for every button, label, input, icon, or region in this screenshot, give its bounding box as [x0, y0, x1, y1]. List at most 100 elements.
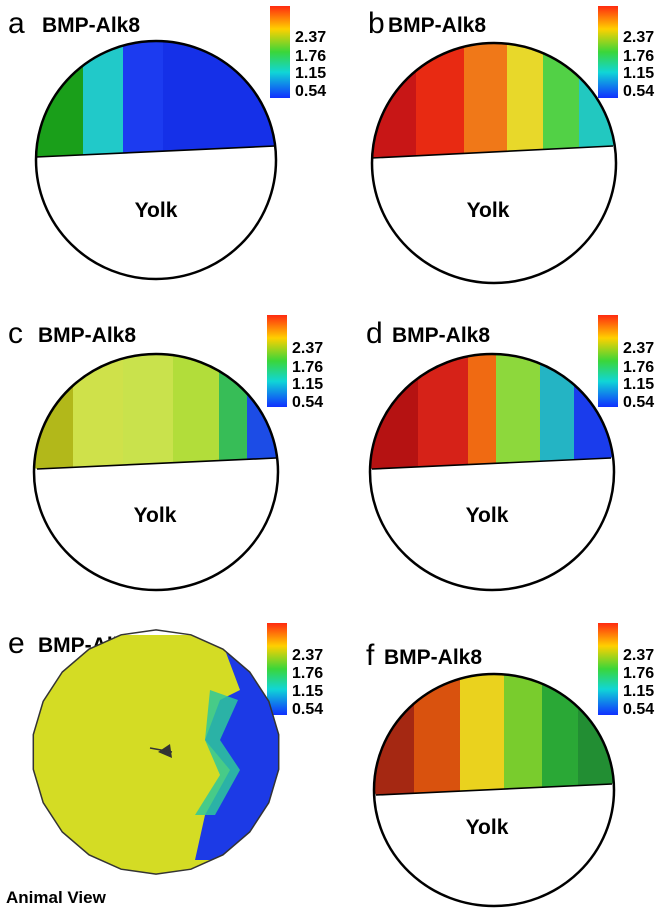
panel-label: f: [366, 639, 375, 672]
colorbar-gradient: [267, 623, 287, 715]
color-strip: [468, 354, 498, 469]
panel-label: c: [8, 317, 23, 350]
colorbar-tick: 2.37: [292, 340, 323, 357]
panel-title: BMP-Alk8: [388, 14, 486, 37]
color-strip: [418, 354, 470, 469]
colorbar-tick: 2.37: [623, 29, 654, 46]
panel-e: e BMP-Alk8 2.37 1.76 1.15 0.54 Animal Vi…: [6, 623, 323, 907]
colorbar-tick: 0.54: [623, 701, 654, 718]
colorbar-tick: 1.15: [292, 683, 323, 700]
colorbar-tick: 1.76: [623, 48, 654, 65]
colorbar-tick: 0.54: [623, 83, 654, 100]
embryo-outline: [32, 629, 280, 875]
embryo-outline: [368, 352, 616, 592]
colorbar-tick: 2.37: [295, 29, 326, 46]
color-strip: [416, 43, 466, 158]
colorbar-tick: 0.54: [292, 701, 323, 718]
panel-label: a: [8, 7, 25, 40]
colorbar-tick: 1.76: [292, 359, 323, 376]
colorbar-tick: 1.76: [292, 665, 323, 682]
color-strip: [464, 43, 509, 158]
colorbar-tick: 1.15: [623, 65, 654, 82]
yolk-label: Yolk: [466, 816, 509, 839]
panel-title: BMP-Alk8: [38, 324, 136, 347]
color-strip: [36, 41, 85, 157]
panel-d: d BMP-Alk8 2.37 1.76 1.15 0.54 Yolk: [366, 315, 654, 592]
colorbar-tick: 0.54: [623, 394, 654, 411]
yolk-boundary: [35, 145, 276, 158]
cap-field: [374, 674, 614, 795]
color-strip: [219, 354, 249, 469]
colorbar: 2.37 1.76 1.15 0.54: [270, 6, 326, 100]
panel-label: b: [368, 7, 385, 40]
yolk-boundary: [371, 145, 614, 159]
panel-title: BMP-Alk8: [42, 14, 140, 37]
yolk-boundary: [36, 457, 277, 470]
colorbar-gradient: [598, 315, 618, 407]
color-strip: [504, 674, 544, 795]
colorbar-tick: 1.15: [623, 376, 654, 393]
color-strip: [123, 41, 165, 157]
panel-f: f BMP-Alk8 2.37 1.76 1.15 0.54 Yolk: [366, 623, 654, 908]
panel-title: BMP-Alk8: [384, 646, 482, 669]
color-strip: [507, 43, 545, 158]
colorbar: 2.37 1.76 1.15 0.54: [267, 623, 323, 718]
color-strip: [496, 354, 542, 469]
yolk-label: Yolk: [135, 199, 178, 222]
colorbar-tick: 0.54: [292, 394, 323, 411]
colorbar-tick: 2.37: [292, 647, 323, 664]
colorbar: 2.37 1.76 1.15 0.54: [598, 6, 654, 100]
colorbar-tick: 1.15: [292, 376, 323, 393]
colorbar-tick: 1.15: [623, 683, 654, 700]
pole-marker: [149, 744, 173, 758]
yolk-label: Yolk: [466, 504, 509, 527]
color-strip: [543, 43, 581, 158]
colorbar-tick: 2.37: [623, 647, 654, 664]
color-strip: [73, 354, 125, 469]
panel-c: c BMP-Alk8 2.37 1.76 1.15 0.54 Yolk: [8, 315, 323, 592]
colorbar-tick: 1.76: [623, 359, 654, 376]
embryo-outline: [370, 41, 618, 285]
panel-a: a BMP-Alk8 2.37 1.76 1.15 0.54 Yolk: [8, 6, 326, 281]
colorbar-gradient: [598, 6, 618, 98]
panel-title: BMP-Alk8: [392, 324, 490, 347]
color-strip: [460, 674, 506, 795]
colorbar: 2.37 1.76 1.15 0.54: [598, 315, 654, 411]
colorbar: 2.37 1.76 1.15 0.54: [267, 315, 323, 411]
yolk-label: Yolk: [467, 199, 510, 222]
colorbar-tick: 1.76: [295, 48, 326, 65]
color-strip: [123, 354, 175, 469]
colorbar-tick: 1.76: [623, 665, 654, 682]
color-strip: [414, 674, 462, 795]
mid-band: [195, 690, 240, 815]
color-strip: [83, 41, 125, 157]
yolk-boundary: [375, 783, 613, 796]
panel-b: b BMP-Alk8 2.37 1.76 1.15 0.54 Yolk: [368, 6, 654, 285]
color-strip: [35, 354, 75, 469]
colorbar-gradient: [267, 315, 287, 407]
panel-label: e: [8, 627, 25, 660]
color-strip: [203, 41, 245, 157]
color-strip: [163, 41, 205, 157]
colorbar-gradient: [270, 6, 290, 98]
yolk-label: Yolk: [134, 504, 177, 527]
view-caption: Animal View: [6, 888, 107, 907]
color-strip: [372, 43, 418, 158]
colorbar-tick: 1.15: [295, 65, 326, 82]
yolk-boundary: [371, 457, 612, 470]
color-strip: [374, 674, 416, 795]
animal-field: [33, 635, 279, 875]
color-strip: [370, 354, 420, 469]
colorbar: 2.37 1.76 1.15 0.54: [598, 623, 654, 718]
colorbar-tick: 2.37: [623, 340, 654, 357]
cap-field: [372, 43, 615, 158]
panel-label: d: [366, 317, 383, 350]
color-strip: [173, 354, 221, 469]
embryo-outline: [32, 352, 280, 592]
color-strip: [542, 674, 580, 795]
colorbar-gradient: [598, 623, 618, 715]
embryo-outline: [34, 39, 278, 281]
colorbar-tick: 0.54: [295, 83, 326, 100]
embryo-outline: [372, 672, 616, 908]
